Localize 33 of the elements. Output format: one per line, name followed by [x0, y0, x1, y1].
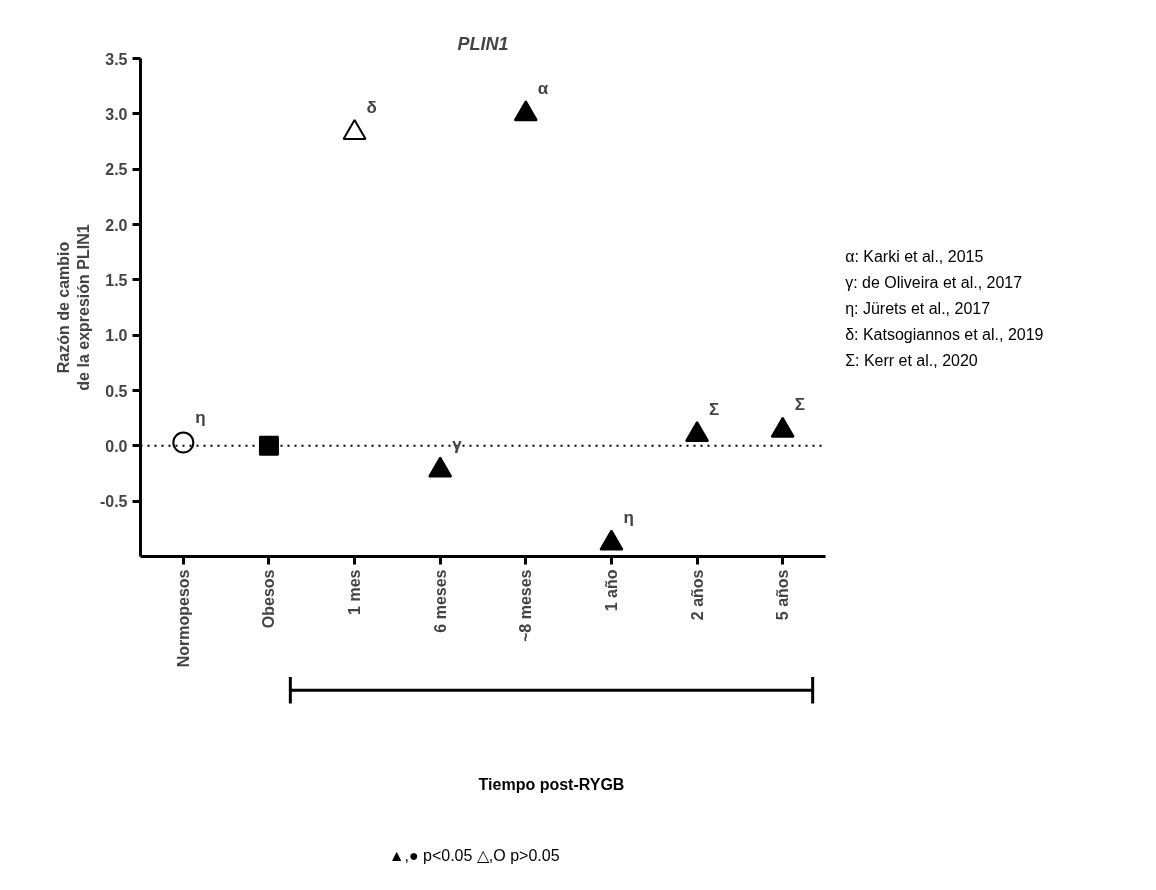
y-tick-label: 0.0: [105, 437, 128, 455]
x-tick-label: ~8 meses: [517, 569, 535, 643]
y-tick-label: 2.5: [105, 161, 128, 179]
y-tick-label: 1.5: [105, 271, 128, 289]
y-tick-label: 0.5: [105, 382, 128, 400]
y-tick-label: 3.0: [105, 105, 128, 123]
text: Σ: Kerr et al., 2020: [845, 351, 978, 369]
x-tick-label: 2 años: [688, 569, 706, 621]
y-tick-label: 2.0: [105, 216, 128, 234]
y-axis-title: Razón de cambio de la expresión PLIN1: [54, 224, 92, 391]
annotation: δ: [366, 97, 377, 117]
x-tick-label: 1 año: [602, 569, 620, 612]
annotation: Σ: [709, 399, 720, 419]
text: γ: de Oliveira et al., 2017: [845, 274, 1023, 292]
annotation: Σ: [794, 395, 805, 415]
x-tick-label: 6 meses: [431, 569, 449, 633]
y-tick-label: -0.5: [99, 493, 128, 511]
text: α: Karki et al., 2015: [845, 248, 984, 266]
y-tick-label: 3.5: [105, 50, 128, 68]
text: δ: Katsogiannos et al., 2019: [845, 326, 1044, 344]
x-tick-label: Normopesos: [174, 569, 192, 668]
y-tick-label: 1.0: [105, 327, 128, 345]
chart-title: PLIN1: [457, 33, 509, 54]
annotation: η: [623, 508, 634, 528]
x-tick-label: Obesos: [260, 569, 278, 629]
text: η: Jürets et al., 2017: [845, 300, 991, 318]
x-tick-label: 5 años: [774, 569, 792, 621]
text: Tiempo post-RYGB: [478, 776, 625, 794]
annotation: η: [195, 407, 206, 427]
text: ▲,● p<0.05 △,O p>0.05: [388, 846, 560, 864]
x-tick-label: 1 mes: [346, 569, 364, 615]
annotation: α: [537, 78, 549, 98]
annotation: γ: [452, 435, 463, 455]
